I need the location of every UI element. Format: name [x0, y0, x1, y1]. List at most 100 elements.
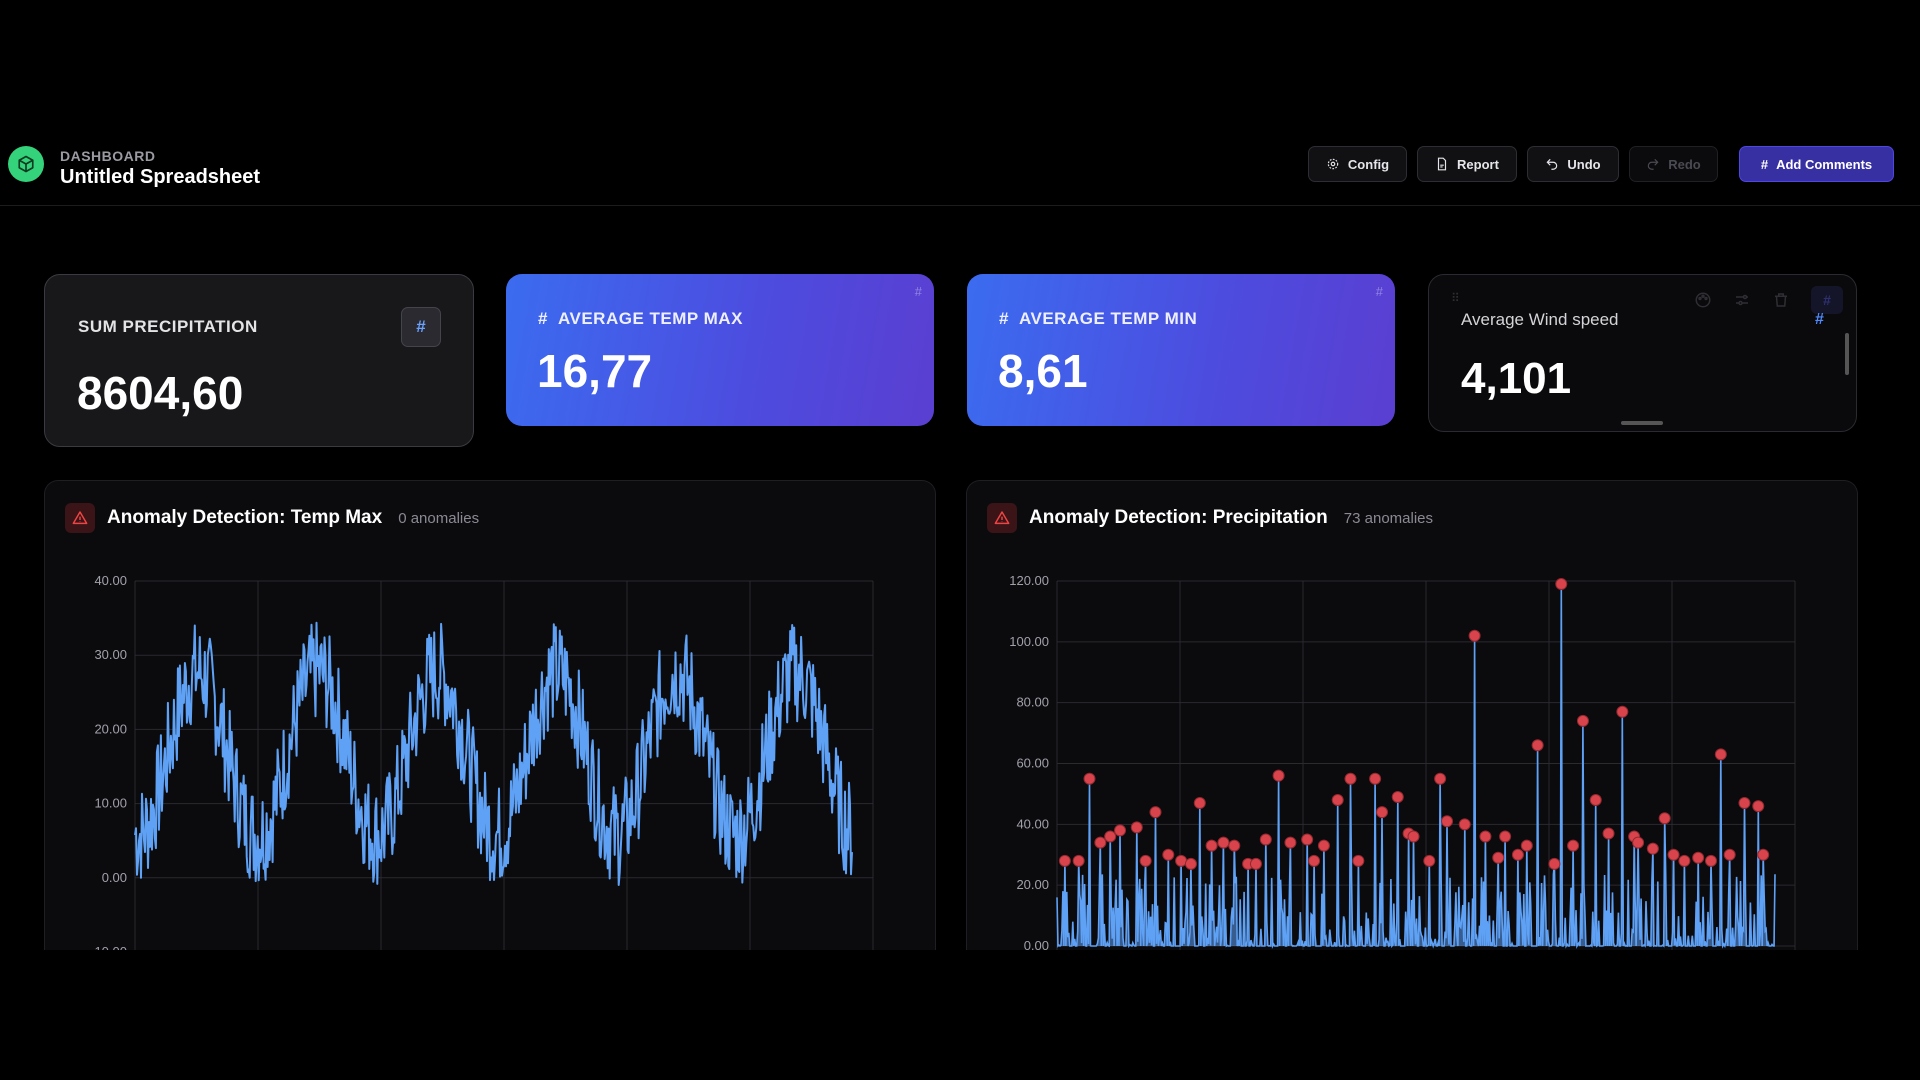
anomaly-point	[1072, 854, 1085, 867]
report-button[interactable]: Report	[1417, 146, 1517, 182]
resize-handle-horizontal[interactable]	[1621, 421, 1663, 425]
y-tick-label: 80.00	[1016, 695, 1049, 710]
anomaly-point	[1434, 772, 1447, 785]
y-tick-label: 40.00	[94, 573, 127, 588]
redo-icon	[1648, 158, 1659, 170]
average-temp-max-card[interactable]: # # AVERAGE TEMP MAX 16,77	[506, 274, 934, 426]
anomaly-point	[1391, 790, 1404, 803]
hash-icon[interactable]: #	[401, 307, 441, 347]
y-tick-label: 0.00	[102, 870, 127, 885]
anomaly-point	[1175, 854, 1188, 867]
anomaly-point	[1492, 851, 1505, 864]
anomaly-point	[1479, 830, 1492, 843]
anomaly-point	[1284, 836, 1297, 849]
anomaly-point	[1094, 836, 1107, 849]
anomaly-point	[1752, 800, 1765, 813]
resize-handle-vertical[interactable]	[1845, 333, 1849, 375]
app-header: DASHBOARD Untitled Spreadsheet Config Re…	[0, 130, 1920, 206]
anomaly-point	[1139, 854, 1152, 867]
anomaly-count: 0 anomalies	[398, 509, 480, 527]
anomaly-point	[1678, 854, 1691, 867]
temp-max-series-line	[134, 621, 853, 886]
anomaly-point	[1058, 854, 1071, 867]
y-tick-label: 20.00	[94, 721, 127, 736]
anomaly-point	[1548, 857, 1561, 870]
precipitation-series-line	[1056, 583, 1776, 950]
anomaly-point	[1104, 830, 1117, 843]
anomaly-point	[1369, 772, 1382, 785]
anomaly-point	[1723, 848, 1736, 861]
anomaly-point	[1162, 848, 1175, 861]
card-label-row: # AVERAGE TEMP MIN	[999, 309, 1197, 329]
anomaly-point	[1616, 705, 1629, 718]
sliders-icon[interactable]	[1733, 291, 1751, 309]
anomaly-point	[1259, 833, 1272, 846]
warning-icon	[987, 503, 1017, 533]
y-tick-label: 0.00	[1024, 938, 1049, 950]
app-logo-icon	[8, 146, 44, 182]
average-wind-speed-card[interactable]: ⠿ # Average Wind speed # 4,101	[1428, 274, 1857, 432]
page-title[interactable]: Untitled Spreadsheet	[60, 166, 261, 188]
card-label: AVERAGE TEMP MIN	[1018, 309, 1198, 328]
anomaly-point	[1738, 797, 1751, 810]
precipitation-area	[1057, 584, 1775, 946]
anomaly-point	[1602, 827, 1615, 840]
hash-icon: #	[1760, 156, 1769, 172]
anomaly-point	[1317, 839, 1330, 852]
precipitation-line-chart[interactable]: 120.00 100.00 80.00 60.00 40.00 20.00 0.00	[967, 481, 1858, 950]
panel-header: Anomaly Detection: Precipitation 73 anom…	[987, 501, 1433, 535]
panel-title: Anomaly Detection: Temp Max	[107, 507, 383, 528]
anomaly-point	[1567, 839, 1580, 852]
card-value: 16,77	[537, 345, 653, 397]
anomaly-point	[1130, 821, 1143, 834]
anomaly-point	[1531, 739, 1544, 752]
anomaly-point	[1646, 842, 1659, 855]
anomaly-point	[1308, 854, 1321, 867]
anomaly-point	[1184, 857, 1197, 870]
anomaly-point	[1757, 848, 1770, 861]
anomaly-point	[1667, 848, 1680, 861]
anomaly-point	[1205, 839, 1218, 852]
anomaly-point	[1555, 578, 1568, 591]
hash-icon: #	[538, 309, 548, 328]
undo-label: Undo	[1567, 156, 1601, 172]
anomaly-point	[1149, 806, 1162, 819]
warning-icon	[65, 503, 95, 533]
anomaly-point	[1193, 797, 1206, 810]
y-tick-label: 10.00	[94, 796, 127, 811]
undo-icon	[1546, 158, 1558, 170]
temp-max-line-chart[interactable]: 40.00 30.00 20.00 10.00 0.00 -10.00	[45, 481, 936, 950]
hash-icon[interactable]: #	[1815, 311, 1824, 328]
hash-icon: #	[999, 309, 1009, 328]
palette-icon[interactable]	[1694, 291, 1712, 309]
config-button[interactable]: Config	[1308, 146, 1407, 182]
card-label: Average Wind speed	[1461, 310, 1619, 329]
redo-button[interactable]: Redo	[1629, 146, 1718, 182]
card-label: SUM PRECIPITATION	[78, 317, 258, 336]
anomaly-point	[1658, 812, 1671, 825]
anomaly-point	[1376, 806, 1389, 819]
trash-icon[interactable]	[1772, 291, 1790, 309]
anomaly-point	[1458, 818, 1471, 831]
anomaly-point	[1301, 833, 1314, 846]
card-value: 4,101	[1461, 354, 1572, 403]
add-comments-button[interactable]: # Add Comments	[1739, 146, 1894, 182]
add-comments-label: Add Comments	[1776, 156, 1873, 172]
undo-button[interactable]: Undo	[1527, 146, 1619, 182]
anomaly-point	[1576, 714, 1589, 727]
drag-handle-icon[interactable]: ⠿	[1451, 291, 1460, 305]
anomaly-point	[1499, 830, 1512, 843]
hash-icon: #	[914, 284, 922, 299]
anomaly-point	[1217, 836, 1230, 849]
sum-precipitation-card[interactable]: SUM PRECIPITATION # 8604,60	[44, 274, 474, 447]
anomaly-point	[1423, 854, 1436, 867]
anomaly-point	[1228, 839, 1241, 852]
y-tick-label: 120.00	[1009, 573, 1049, 588]
anomaly-point	[1114, 824, 1127, 837]
anomaly-point	[1331, 794, 1344, 806]
card-label-row: # AVERAGE TEMP MAX	[538, 309, 743, 329]
average-temp-min-card[interactable]: # # AVERAGE TEMP MIN 8,61	[967, 274, 1395, 426]
card-label: AVERAGE TEMP MAX	[557, 309, 743, 328]
anomaly-point	[1083, 772, 1096, 785]
hash-icon[interactable]: #	[1811, 286, 1843, 314]
